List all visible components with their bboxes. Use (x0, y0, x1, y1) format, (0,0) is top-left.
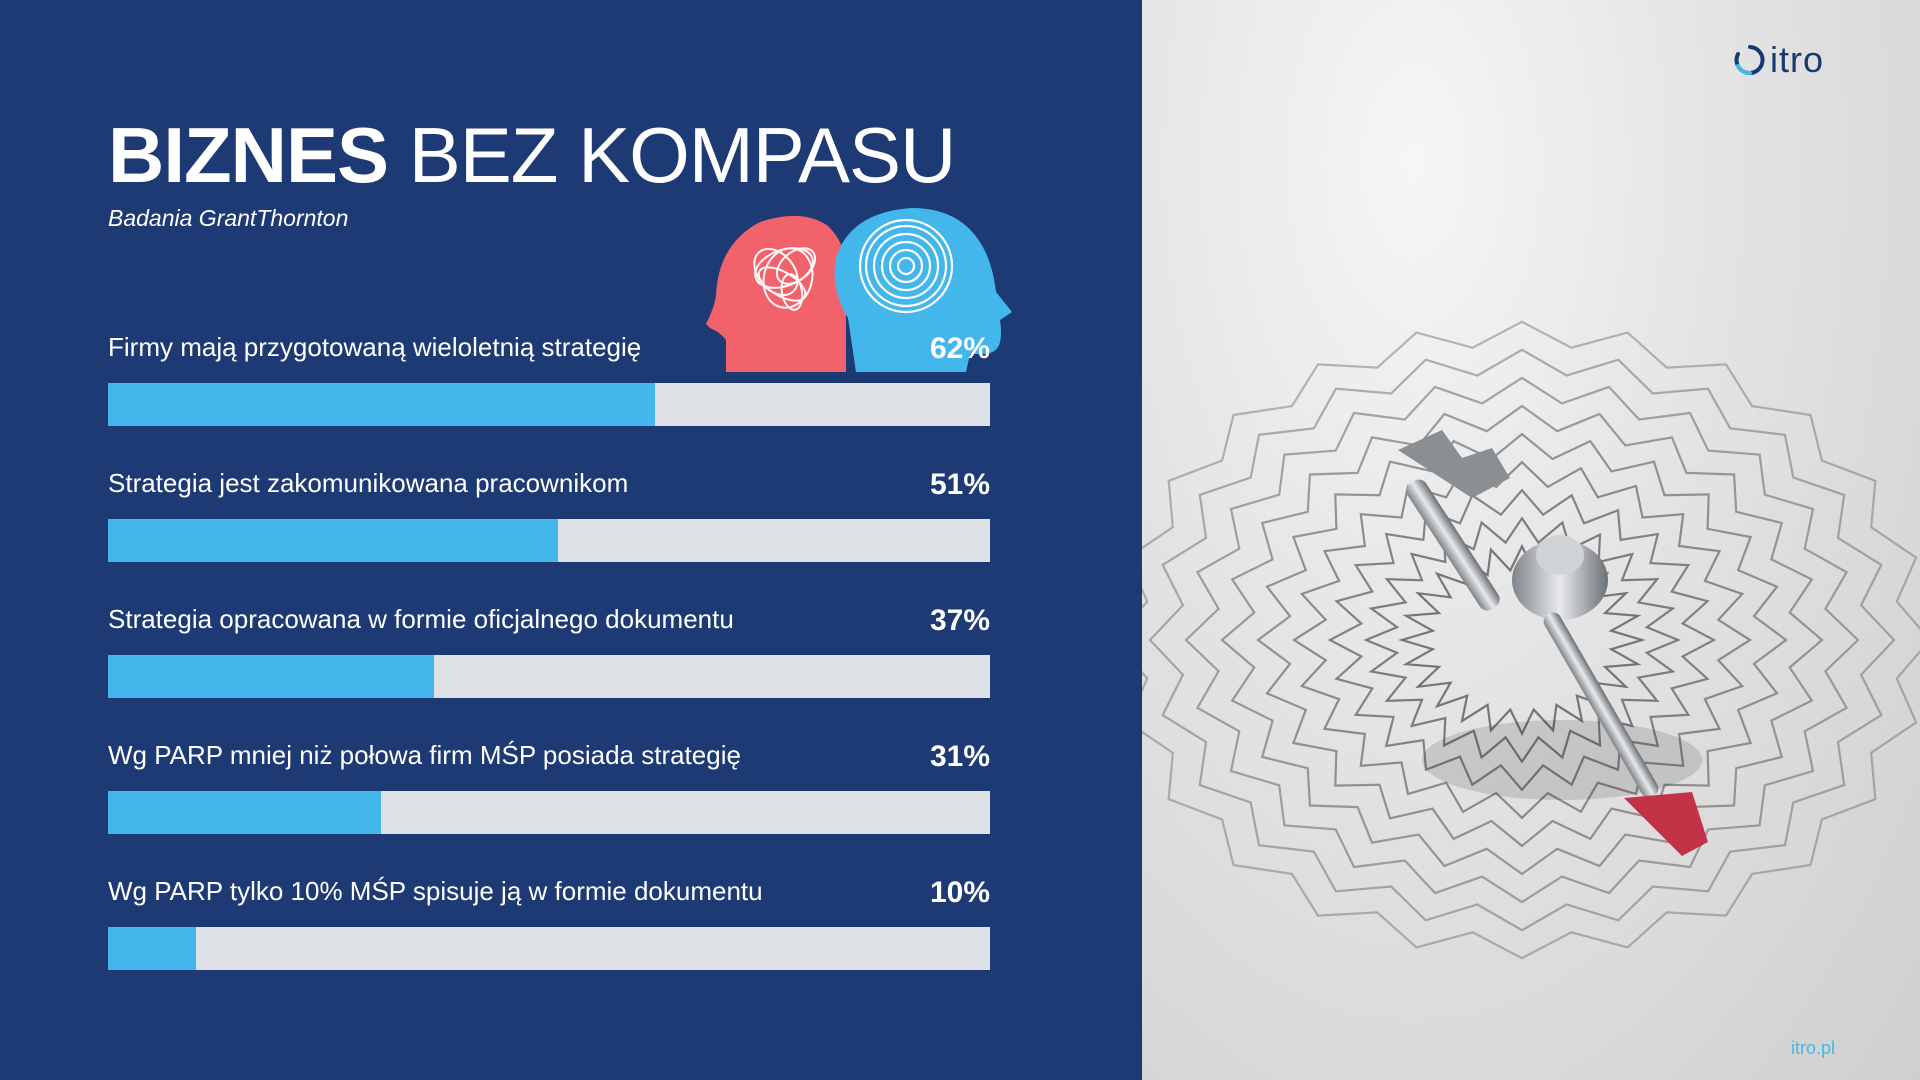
left-panel: BIZNES BEZ KOMPASU Badania GrantThornton (108, 111, 1012, 970)
compass-photo-panel (1142, 0, 1920, 1080)
photo-shape (1142, 320, 1920, 960)
bar-track (108, 791, 990, 834)
photo-shape (1406, 479, 1500, 611)
stat-value: 31% (929, 740, 990, 773)
bar-track (108, 383, 990, 426)
bar-track (108, 519, 990, 562)
title-light: BEZ KOMPASU (408, 111, 957, 199)
photo-shape (1148, 348, 1896, 932)
bar-track (108, 927, 990, 970)
stat-label: Wg PARP mniej niż połowa firm MŚP posiad… (108, 740, 741, 770)
photo-shape (1184, 376, 1860, 904)
stat-label: Strategia jest zakomunikowana pracowniko… (108, 468, 629, 498)
stat-label: Wg PARP tylko 10% MŚP spisuje ją w formi… (108, 876, 763, 906)
compass-needle-photo (1142, 320, 1920, 960)
title-bold: BIZNES (108, 111, 389, 199)
heads-illustration (706, 208, 1012, 372)
spiral-head-icon (834, 208, 1012, 372)
itro-logo-icon (1734, 45, 1765, 75)
photo-shape (1536, 535, 1584, 575)
photo-shape (1291, 460, 1753, 820)
site-url: itro.pl (1790, 1038, 1835, 1058)
photo-shape (1543, 612, 1659, 798)
itro-logo: itro (1732, 39, 1825, 80)
stat-value: 51% (929, 468, 990, 501)
photo-shape (1512, 540, 1608, 620)
photo-shape (1624, 792, 1708, 856)
logo-text: itro (1770, 39, 1825, 80)
stat-value: 10% (929, 876, 990, 909)
stat-value: 62% (929, 332, 990, 365)
bar-fill (108, 791, 382, 834)
bar-fill (108, 655, 435, 698)
stat-label: Firmy mają przygotowaną wieloletnią stra… (108, 332, 642, 362)
stat-label: Strategia opracowana w formie oficjalneg… (108, 604, 734, 634)
photo-shape (1327, 488, 1717, 792)
photo-shape (1398, 543, 1646, 737)
photo-shape (1422, 720, 1702, 800)
tangled-head-icon (706, 215, 846, 372)
stat-value: 37% (929, 604, 990, 637)
page-title: BIZNES BEZ KOMPASU (108, 111, 957, 199)
bar-fill (108, 383, 655, 426)
photo-shape (1363, 516, 1681, 764)
photo-shape (1398, 430, 1510, 498)
bar-track (108, 655, 990, 698)
photo-shape (1220, 404, 1824, 876)
photo-shape (1256, 432, 1788, 848)
bar-fill (108, 927, 197, 970)
page-subtitle: Badania GrantThornton (108, 205, 349, 231)
bar-fill (108, 519, 558, 562)
